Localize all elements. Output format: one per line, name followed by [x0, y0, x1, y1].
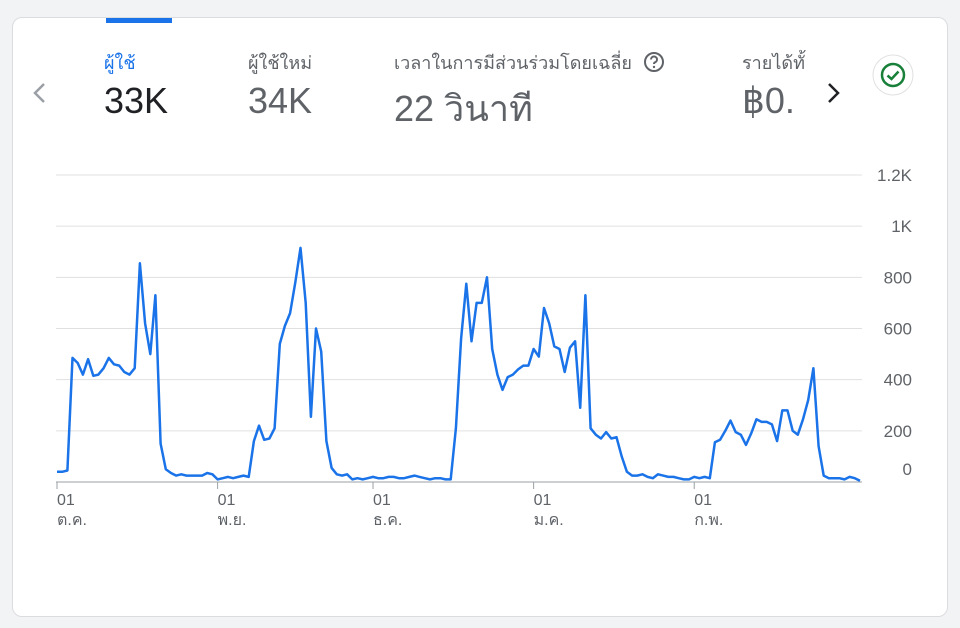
- x-tick-sublabel: ต.ค.: [57, 512, 87, 529]
- tab[interactable]: ผู้ใช้ 33K: [104, 48, 168, 122]
- tab-label-text: เวลาในการมีส่วนร่วมโดยเฉลี่ย: [394, 53, 632, 73]
- next-arrow[interactable]: [823, 80, 845, 106]
- x-tick-sublabel: ธ.ค.: [373, 512, 402, 529]
- prev-arrow[interactable]: [29, 80, 51, 106]
- y-tick-label: 0: [903, 460, 912, 479]
- tab-label: ผู้ใช้: [104, 53, 136, 73]
- tab-value: 33K: [104, 80, 169, 121]
- tab[interactable]: รายได้ทั้ ฿0.: [742, 48, 808, 122]
- y-tick-label: 1.2K: [877, 166, 913, 185]
- x-tick-label: 01: [534, 492, 552, 509]
- active-tab-indicator: [106, 18, 172, 23]
- tab-value: 34K: [248, 80, 313, 121]
- tab-value: 22 วินาที: [394, 88, 533, 129]
- tab-label: ผู้ใช้ใหม่: [248, 53, 313, 73]
- x-tick-label: 01: [218, 492, 236, 509]
- tab[interactable]: ผู้ใช้ใหม่ 34K: [248, 48, 312, 122]
- y-tick-label: 200: [884, 422, 912, 441]
- y-tick-label: 800: [884, 268, 912, 287]
- x-tick-sublabel: ก.พ.: [694, 512, 723, 529]
- y-tick-label: 400: [884, 371, 912, 390]
- tab-label: รายได้ทั้: [742, 53, 805, 73]
- x-tick-label: 01: [694, 492, 712, 509]
- card: ผู้ใช้ 33K ผู้ใช้ใหม่ 34K เวลาในการมีส่ว…: [12, 17, 948, 617]
- status-icon[interactable]: [871, 54, 915, 98]
- tab-label: เวลาในการมีส่วนร่วมโดยเฉลี่ย: [394, 48, 665, 74]
- help-icon[interactable]: [643, 51, 665, 73]
- x-tick-sublabel: พ.ย.: [218, 512, 247, 529]
- tab[interactable]: เวลาในการมีส่วนร่วมโดยเฉลี่ย 22 วินาที: [394, 48, 665, 137]
- x-tick-label: 01: [373, 492, 391, 509]
- x-tick-sublabel: ม.ค.: [534, 512, 564, 529]
- y-tick-label: 1K: [891, 217, 912, 236]
- tab-value: ฿0.: [742, 80, 795, 121]
- x-tick-label: 01: [57, 492, 75, 509]
- line-series: [57, 246, 861, 482]
- y-tick-label: 600: [884, 320, 912, 339]
